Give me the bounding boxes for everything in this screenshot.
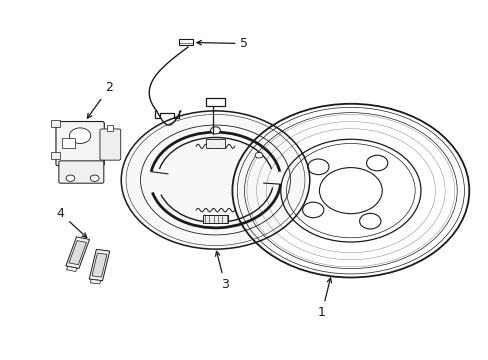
Circle shape — [66, 175, 75, 181]
Text: 5: 5 — [197, 37, 248, 50]
Polygon shape — [66, 237, 89, 269]
Circle shape — [90, 175, 99, 181]
FancyBboxPatch shape — [100, 129, 121, 160]
Bar — [51, 120, 60, 127]
Circle shape — [69, 128, 91, 144]
Polygon shape — [69, 240, 86, 265]
FancyBboxPatch shape — [56, 122, 104, 166]
FancyBboxPatch shape — [59, 161, 103, 183]
Text: 2: 2 — [87, 81, 113, 118]
Bar — [203, 215, 227, 223]
Polygon shape — [89, 249, 109, 281]
Polygon shape — [92, 253, 107, 277]
Text: 3: 3 — [215, 251, 229, 291]
Bar — [51, 152, 60, 159]
Text: 4: 4 — [57, 207, 86, 238]
Text: 1: 1 — [317, 278, 331, 319]
Bar — [179, 39, 192, 45]
Circle shape — [121, 111, 309, 249]
Bar — [106, 125, 113, 131]
Bar — [61, 138, 75, 148]
Bar — [205, 139, 224, 148]
Polygon shape — [90, 279, 101, 284]
Circle shape — [210, 127, 220, 134]
Circle shape — [255, 152, 263, 158]
Polygon shape — [66, 266, 77, 271]
